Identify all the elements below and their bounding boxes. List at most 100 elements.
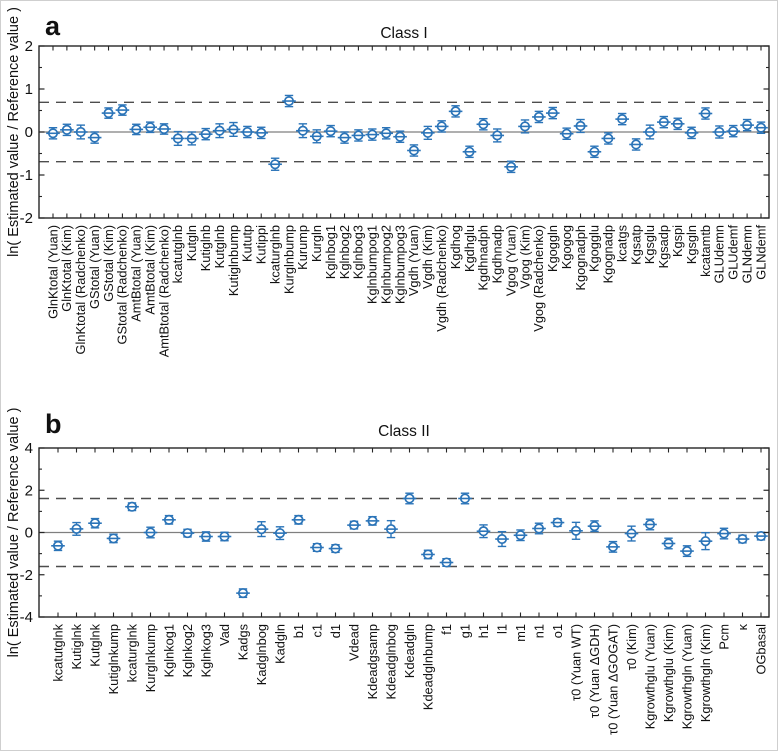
- y-tick-label: 2: [25, 482, 33, 499]
- category-label: GlnKtotal (Yuan): [45, 225, 60, 319]
- category-label: Kutgln: [184, 225, 199, 261]
- category-label: τ0 (Yuan WT): [568, 624, 583, 701]
- category-label: Kglnbumpog1: [365, 225, 380, 304]
- data-point: [282, 94, 296, 108]
- category-label: Kgdhnadp: [490, 225, 505, 283]
- data-point: [273, 526, 287, 541]
- category-label: Kglnkog2: [180, 624, 195, 677]
- category-label: Kgoggln: [545, 225, 560, 272]
- data-point: [458, 492, 472, 505]
- data-point: [726, 124, 741, 138]
- data-point: [476, 524, 491, 539]
- category-label: Kgogog: [559, 225, 574, 269]
- data-point: [101, 107, 116, 119]
- data-point: [51, 540, 65, 552]
- category-label: GlnKtotal (Kim): [59, 225, 74, 312]
- data-point: [740, 118, 754, 132]
- data-point: [226, 121, 241, 138]
- category-label: Kgdhog: [448, 225, 463, 269]
- category-label: Kgrowthglu (Yuan): [642, 624, 657, 729]
- category-label: Kgspi: [670, 225, 685, 257]
- category-label: GlnKtotal (Radchenko): [73, 225, 88, 354]
- data-point: [680, 545, 694, 558]
- category-label: OGbasal: [753, 624, 768, 675]
- data-point: [379, 126, 393, 140]
- data-point: [69, 521, 84, 536]
- category-label: Kdeadgsamp: [365, 624, 380, 699]
- category-label: g1: [457, 624, 472, 638]
- data-point: [670, 117, 685, 131]
- category-label: Kdeadgln: [402, 624, 417, 678]
- data-point: [129, 123, 144, 136]
- data-point: [291, 514, 306, 525]
- data-point: [421, 125, 435, 141]
- data-point: [198, 127, 213, 141]
- data-point: [365, 128, 380, 141]
- data-point: [337, 131, 352, 144]
- category-label: Vdead: [346, 624, 361, 661]
- category-label: Kgdhglu: [462, 225, 477, 272]
- category-label: Kurgln: [309, 225, 324, 262]
- data-point: [60, 123, 74, 137]
- y-tick-label: -4: [20, 609, 33, 626]
- category-label: κ: [735, 623, 750, 630]
- data-point: [754, 121, 768, 134]
- data-point: [106, 533, 121, 544]
- category-label: Vgdh (Kim): [420, 225, 435, 289]
- data-point: [643, 518, 657, 531]
- data-point: [629, 138, 643, 151]
- data-point: [162, 514, 176, 525]
- panel-b-letter: b: [45, 409, 62, 439]
- category-label: Kutiglnkump: [106, 624, 121, 694]
- data-point: [143, 121, 157, 134]
- data-point: [717, 527, 731, 540]
- category-label: kcaturglnk: [124, 623, 139, 682]
- data-point: [587, 520, 602, 533]
- panel-a-letter: a: [45, 11, 61, 41]
- data-point: [351, 129, 366, 142]
- category-label: Kurump: [295, 225, 310, 270]
- data-point: [240, 125, 255, 139]
- category-label: GStotal (Kim): [101, 225, 116, 302]
- category-label: Vgdh (Radchenko): [434, 225, 449, 332]
- data-point: [601, 132, 616, 145]
- category-label: Kadgs: [235, 624, 250, 660]
- data-point: [698, 107, 713, 120]
- category-label: τ0 (Yuan ΔGDH): [587, 624, 602, 718]
- data-point: [310, 542, 324, 553]
- category-label: AmtBtotal (Kim): [142, 225, 157, 315]
- data-point: [236, 588, 250, 599]
- category-label: Kutiglnbump: [226, 225, 241, 296]
- data-point: [347, 520, 361, 531]
- category-label: GStotal (Yuan): [87, 225, 102, 309]
- panel-a-title: Class I: [380, 25, 428, 42]
- data-point: [476, 117, 491, 131]
- data-point: [365, 515, 380, 526]
- category-label: GLUdemf: [726, 225, 741, 280]
- data-point: [421, 549, 435, 560]
- category-label: kcatutglnk: [50, 623, 65, 681]
- category-label: GLNdemf: [753, 225, 768, 280]
- data-point: [254, 126, 269, 140]
- category-label: Kurglnbump: [281, 225, 296, 294]
- data-point: [87, 131, 102, 144]
- category-label: Kglnkog3: [198, 624, 213, 677]
- category-label: Vgog (Yuan): [503, 225, 518, 296]
- data-point: [550, 517, 565, 528]
- category-label: o1: [550, 624, 565, 638]
- data-point: [199, 531, 213, 542]
- panel-b-title: Class II: [378, 423, 430, 440]
- data-point: [657, 115, 671, 129]
- category-label: τ0 (Kim): [624, 624, 639, 670]
- category-label: b1: [291, 624, 306, 638]
- category-label: Kutippi: [254, 225, 269, 264]
- category-label: Kgognadp: [601, 225, 616, 283]
- category-label: Vgdh (Yuan): [406, 225, 421, 296]
- category-label: l1: [494, 624, 509, 634]
- category-label: Kgsatp: [628, 225, 643, 265]
- data-point: [125, 501, 139, 512]
- category-label: kcatamtb: [698, 225, 713, 277]
- category-label: Vgog (Radchenko): [531, 225, 546, 332]
